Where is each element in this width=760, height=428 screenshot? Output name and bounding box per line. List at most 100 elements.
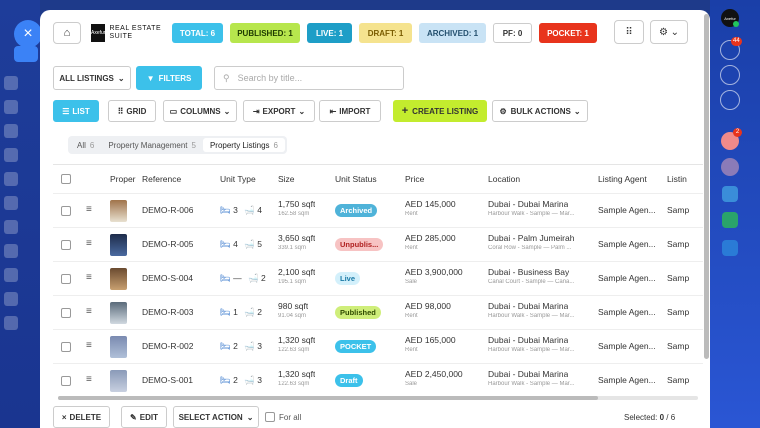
notification-badge: 44 (731, 37, 742, 46)
bookmark-icon[interactable] (722, 240, 738, 256)
listing-extra: Samp (667, 307, 690, 317)
scrollbar-thumb[interactable] (58, 396, 598, 400)
drag-handle-icon[interactable]: ≡ (86, 238, 92, 249)
reference[interactable]: DEMO-R-006 (142, 205, 194, 215)
filters-button[interactable]: ▼ FILTERS (136, 66, 202, 90)
drag-handle-icon[interactable]: ≡ (86, 306, 92, 317)
spiral-icon[interactable] (720, 65, 740, 85)
app-icon[interactable] (722, 212, 738, 228)
property-thumbnail[interactable] (110, 336, 127, 358)
link-icon[interactable] (14, 46, 38, 62)
listing-agent[interactable]: Sample Agen... (598, 307, 656, 317)
horizontal-scrollbar[interactable] (58, 396, 698, 400)
column-header[interactable]: Location (488, 174, 521, 184)
location: Dubai - Dubai Marina (488, 369, 569, 379)
reference[interactable]: DEMO-R-005 (142, 239, 194, 249)
bell-icon[interactable] (720, 40, 740, 60)
bulk-actions-button[interactable]: ⚙ BULK ACTIONS ⌄ (492, 100, 588, 122)
row-checkbox[interactable] (61, 376, 71, 386)
row-checkbox[interactable] (61, 342, 71, 352)
location-detail: Harbour Walk - Sample — Mar... (488, 211, 575, 217)
row-checkbox[interactable] (61, 274, 71, 284)
select-action-dropdown[interactable]: SELECT ACTION ⌄ (173, 406, 259, 428)
apps-button[interactable]: ⠿ (614, 20, 644, 44)
property-thumbnail[interactable] (110, 234, 127, 256)
column-header[interactable]: Unit Type (220, 174, 256, 184)
import-button[interactable]: ⇤ IMPORT (319, 100, 381, 122)
bath-icon: 🛁 (244, 239, 255, 249)
reference[interactable]: DEMO-S-001 (142, 375, 194, 385)
property-thumbnail[interactable] (110, 370, 127, 392)
column-header[interactable]: Listin (667, 174, 687, 184)
listing-agent[interactable]: Sample Agen... (598, 273, 656, 283)
table-row[interactable]: ≡ DEMO-R-003 🛏 1 🛁 2 980 sqft 91.04 sqm … (53, 295, 703, 329)
drag-handle-icon[interactable]: ≡ (86, 340, 92, 351)
column-header[interactable]: Size (278, 174, 295, 184)
columns-button[interactable]: ▭ COLUMNS ⌄ (163, 100, 237, 122)
list-view-button[interactable]: ☰ LIST (53, 100, 99, 122)
status-badge[interactable]: Live (335, 272, 361, 285)
status-badge[interactable]: Archived (335, 204, 378, 217)
settings-button[interactable]: ⚙ ⌄ (650, 20, 688, 44)
stat-pocket[interactable]: POCKET: 1 (539, 23, 597, 43)
select-all-checkbox[interactable] (61, 174, 71, 184)
drag-handle-icon[interactable]: ≡ (86, 272, 92, 283)
reference[interactable]: DEMO-R-002 (142, 341, 194, 351)
all-listings-dropdown[interactable]: ALL LISTINGS ⌄ (53, 66, 131, 90)
vertical-scrollbar[interactable] (704, 14, 709, 359)
stat-live[interactable]: LIVE: 1 (307, 23, 352, 43)
user-avatar[interactable] (721, 158, 739, 176)
table-row[interactable]: ≡ DEMO-R-002 🛏 2 🛁 3 1,320 sqft 122.63 s… (53, 329, 703, 363)
status-badge[interactable]: POCKET (335, 340, 377, 353)
table-row[interactable]: ≡ DEMO-R-005 🛏 4 🛁 5 3,650 sqft 339.1 sq… (53, 227, 703, 261)
column-header[interactable]: Listing Agent (598, 174, 647, 184)
property-thumbnail[interactable] (110, 268, 127, 290)
listing-agent[interactable]: Sample Agen... (598, 375, 656, 385)
reference[interactable]: DEMO-S-004 (142, 273, 194, 283)
status-badge[interactable]: Unpublis... (335, 238, 384, 251)
beds: 2 (233, 375, 238, 385)
create-listing-button[interactable]: + CREATE LISTING (393, 100, 487, 122)
export-button[interactable]: ⇥ EXPORT ⌄ (243, 100, 315, 122)
tab-property-management[interactable]: Property Management 5 (101, 138, 203, 152)
listing-agent[interactable]: Sample Agen... (598, 239, 656, 249)
status-badge[interactable]: Published (335, 306, 381, 319)
chat-icon[interactable] (720, 90, 740, 110)
location-detail: Harbour Walk - Sample — Mar... (488, 347, 575, 353)
tab-all[interactable]: All 6 (70, 138, 101, 152)
stat-total[interactable]: TOTAL: 6 (172, 23, 223, 43)
status-badge[interactable]: Draft (335, 374, 363, 387)
search-input[interactable]: ⚲ Search by title... (214, 66, 404, 90)
column-header[interactable]: Unit Status (335, 174, 377, 184)
delete-button[interactable]: × DELETE (53, 406, 110, 428)
stat-archived[interactable]: ARCHIVED: 1 (419, 23, 486, 43)
reference[interactable]: DEMO-R-003 (142, 307, 194, 317)
property-thumbnail[interactable] (110, 200, 127, 222)
app-icon[interactable] (722, 186, 738, 202)
menu-icon (4, 76, 18, 90)
grid-view-button[interactable]: ⠿ GRID (108, 100, 156, 122)
home-button[interactable]: ⌂ (53, 22, 81, 44)
tab-property-listings[interactable]: Property Listings 6 (202, 138, 285, 152)
chevron-down-icon: ⌄ (246, 412, 254, 422)
drag-handle-icon[interactable]: ≡ (86, 204, 92, 215)
close-icon[interactable]: × (14, 20, 42, 48)
for-all-checkbox[interactable] (265, 412, 275, 422)
edit-button[interactable]: ✎ EDIT (121, 406, 167, 428)
property-thumbnail[interactable] (110, 302, 127, 324)
row-checkbox[interactable] (61, 240, 71, 250)
table-row[interactable]: ≡ DEMO-S-004 🛏 — 🛁 2 2,100 sqft 195.1 sq… (53, 261, 703, 295)
column-header[interactable]: Proper (110, 174, 136, 184)
listing-agent[interactable]: Sample Agen... (598, 205, 656, 215)
row-checkbox[interactable] (61, 206, 71, 216)
listing-agent[interactable]: Sample Agen... (598, 341, 656, 351)
row-checkbox[interactable] (61, 308, 71, 318)
column-header[interactable]: Price (405, 174, 425, 184)
column-header[interactable]: Reference (142, 174, 182, 184)
table-row[interactable]: ≡ DEMO-S-001 🛏 2 🛁 3 1,320 sqft 122.63 s… (53, 363, 703, 397)
stat-pf[interactable]: PF: 0 (493, 23, 532, 43)
drag-handle-icon[interactable]: ≡ (86, 374, 92, 385)
stat-draft[interactable]: DRAFT: 1 (359, 23, 412, 43)
table-row[interactable]: ≡ DEMO-R-006 🛏 3 🛁 4 1,750 sqft 162.58 s… (53, 193, 703, 227)
stat-published[interactable]: PUBLISHED: 1 (230, 23, 300, 43)
